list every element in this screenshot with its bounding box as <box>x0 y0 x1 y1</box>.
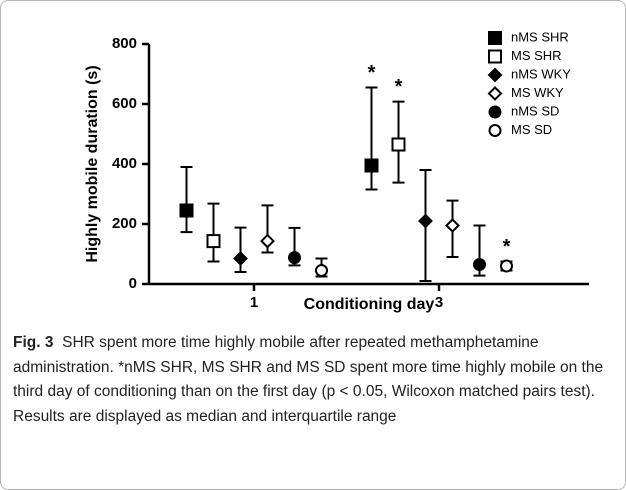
caption: Fig. 3 SHR spent more time highly mobile… <box>13 331 613 429</box>
marker <box>206 234 221 249</box>
marker <box>391 137 406 152</box>
y-tick-label: 200 <box>112 215 137 232</box>
y-tick-label: 800 <box>112 35 137 52</box>
legend-label: nMS SHR <box>511 29 569 44</box>
marker <box>260 233 275 249</box>
y-tick-label: 400 <box>112 155 137 172</box>
legend-label: nMS SD <box>511 103 559 118</box>
annotation: * <box>503 236 511 258</box>
annotation: * <box>368 62 376 84</box>
marker <box>179 203 194 218</box>
legend-label: MS SD <box>511 122 552 137</box>
marker <box>233 251 248 266</box>
marker <box>364 158 379 173</box>
x-tick-label: 1 <box>250 294 258 311</box>
marker <box>288 251 301 265</box>
marker <box>488 31 502 45</box>
x-tick-label: 3 <box>435 294 443 311</box>
legend-label: nMS WKY <box>511 66 571 81</box>
caption-label: Fig. 3 <box>13 334 54 351</box>
y-tick-label: 0 <box>129 275 137 292</box>
marker <box>500 259 513 273</box>
annotation: * <box>395 76 403 98</box>
y-tick-label: 600 <box>112 95 137 112</box>
chart: Highly mobile duration (s) Conditioning … <box>84 29 589 313</box>
x-axis-label: Conditioning day <box>304 296 435 313</box>
marker <box>445 218 460 233</box>
caption-text: SHR spent more time highly mobile after … <box>13 334 604 425</box>
legend-label: MS WKY <box>511 85 564 100</box>
marker <box>315 264 328 277</box>
marker <box>487 67 503 83</box>
marker <box>488 105 502 119</box>
marker <box>488 124 502 137</box>
y-axis-label: Highly mobile duration (s) <box>84 65 101 262</box>
marker <box>488 49 502 64</box>
marker <box>418 213 433 229</box>
marker <box>487 86 503 101</box>
marker <box>473 258 486 271</box>
legend-label: MS SHR <box>511 48 562 63</box>
